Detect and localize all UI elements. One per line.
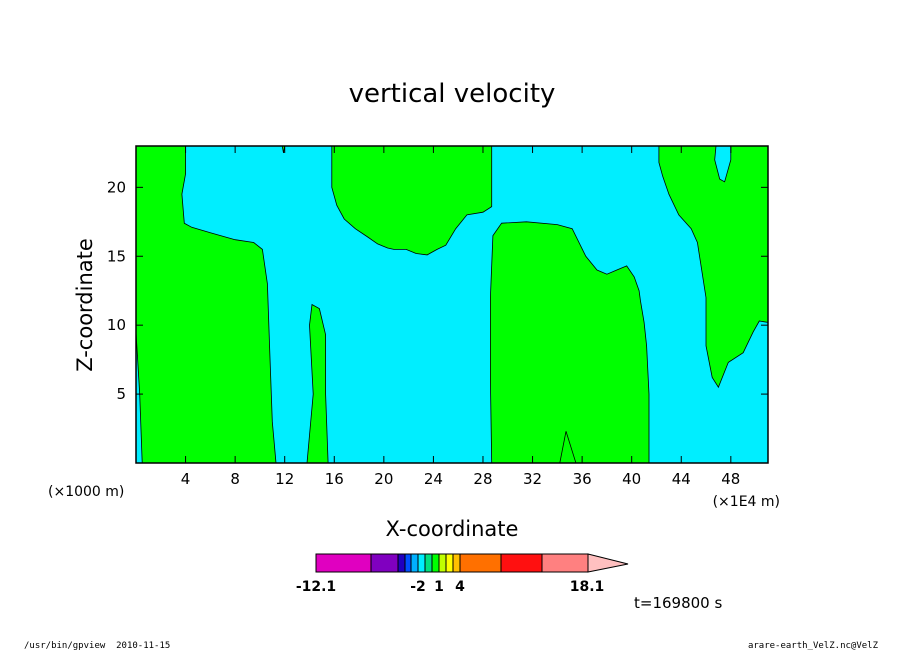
colorbar-segment	[410, 553, 419, 573]
x-tick-label: 4	[181, 470, 191, 488]
colorbar	[315, 553, 629, 573]
positive-region-5	[489, 221, 650, 464]
colorbar-min-label: -12.1	[296, 579, 336, 595]
colorbar-segment	[541, 553, 589, 573]
y-tick-label: 20	[107, 178, 126, 196]
x-unit-right: (×1E4 m)	[713, 494, 780, 510]
y-axis: 5 10 15 20	[107, 178, 768, 403]
colorbar-arrow	[587, 553, 629, 573]
colorbar-segment	[315, 553, 372, 573]
colorbar-segment	[445, 553, 454, 573]
colorbar-max-label: 18.1	[570, 579, 605, 595]
contour-plot	[135, 145, 769, 464]
x-axis-label: X-coordinate	[386, 517, 519, 541]
x-tick-label: 16	[325, 470, 344, 488]
y-tick-label: 5	[116, 385, 126, 403]
chart-title: vertical velocity	[349, 79, 556, 109]
y-tick-label: 10	[107, 316, 126, 334]
footer-program: /usr/bin/gpview 2010-11-15	[24, 641, 171, 651]
positive-region-7	[658, 145, 769, 389]
x-tick-label: 32	[523, 470, 542, 488]
colorbar-segment	[424, 553, 433, 573]
x-axis: 4 8 12 16 20 24 28 32 36 40 44 48	[181, 146, 740, 488]
colorbar-segment	[438, 553, 447, 573]
y-tick-label: 15	[107, 247, 126, 265]
colorbar-segment	[404, 553, 412, 573]
positive-region-1	[135, 145, 277, 464]
x-tick-label: 40	[622, 470, 641, 488]
footer-source: arare-earth_VelZ.nc@VelZ	[747, 641, 878, 651]
colorbar-tick-label: 1	[434, 579, 444, 595]
x-tick-label: 8	[230, 470, 240, 488]
x-tick-label: 12	[275, 470, 294, 488]
positive-region-3	[306, 303, 329, 464]
x-tick-label: 20	[374, 470, 393, 488]
positive-region-4	[331, 145, 493, 256]
colorbar-tick-label: -2	[410, 579, 426, 595]
colorbar-segment	[500, 553, 543, 573]
colorbar-segment	[397, 553, 406, 573]
y-axis-label: Z-coordinate	[73, 238, 97, 372]
x-unit-left: (×1000 m)	[48, 484, 124, 500]
colorbar-segment	[431, 553, 440, 573]
colorbar-segment	[370, 553, 399, 573]
colorbar-tick-labels: -2 1 4	[410, 579, 465, 595]
colorbar-tick-label: 4	[455, 579, 465, 595]
colorbar-segment	[452, 553, 461, 573]
x-tick-label: 24	[424, 470, 443, 488]
x-tick-label: 48	[721, 470, 740, 488]
colorbar-segment	[417, 553, 426, 573]
x-tick-label: 36	[573, 470, 592, 488]
x-tick-label: 44	[672, 470, 691, 488]
colorbar-segment	[459, 553, 502, 573]
plot-frame	[135, 145, 769, 464]
time-label: t=169800 s	[634, 594, 723, 612]
x-tick-label: 28	[473, 470, 492, 488]
